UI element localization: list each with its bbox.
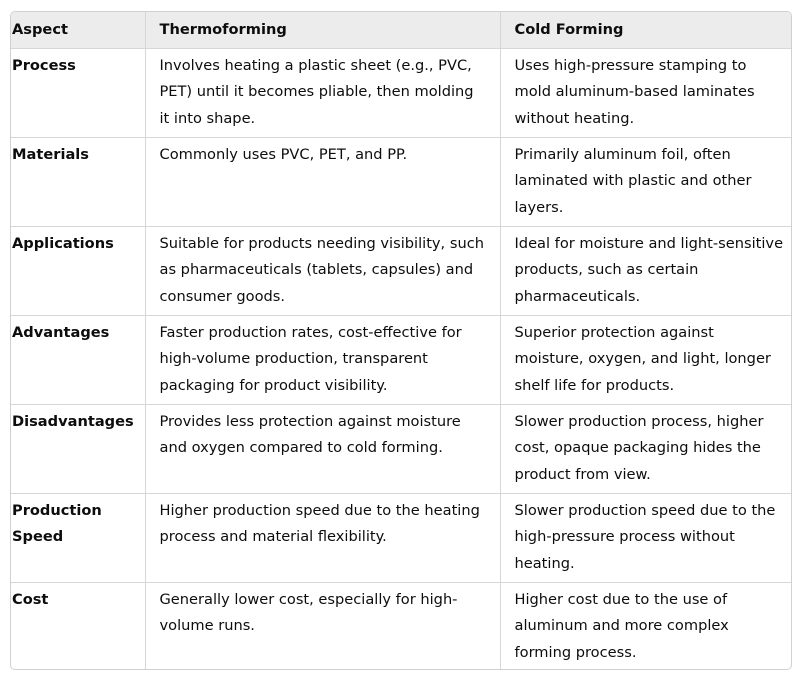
row-thermoforming-cell: Suitable for products needing visibility… [145, 226, 501, 316]
row-cold-forming-cell: Primarily aluminum foil, often laminated… [500, 137, 791, 227]
table-body: Process Involves heating a plastic sheet… [11, 48, 791, 669]
row-cold-forming-cell: Uses high-pressure stamping to mold alum… [500, 48, 791, 138]
row-cold-forming-cell: Slower production process, higher cost, … [500, 404, 791, 494]
row-thermoforming-cell: Generally lower cost, especially for hig… [145, 582, 501, 669]
row-aspect-cell: Materials [11, 137, 146, 227]
row-aspect-cell: Applications [11, 226, 146, 316]
row-aspect-cell: Process [11, 48, 146, 138]
row-aspect-cell: Production Speed [11, 493, 146, 583]
row-cold-forming-cell: Ideal for moisture and light-sensitive p… [500, 226, 791, 316]
row-aspect-cell: Advantages [11, 315, 146, 405]
row-thermoforming-cell: Higher production speed due to the heati… [145, 493, 501, 583]
row-thermoforming-cell: Faster production rates, cost-effective … [145, 315, 501, 405]
row-cold-forming-cell: Slower production speed due to the high-… [500, 493, 791, 583]
row-aspect-cell: Cost [11, 582, 146, 669]
row-thermoforming-cell: Involves heating a plastic sheet (e.g., … [145, 48, 501, 138]
row-cold-forming-cell: Superior protection against moisture, ox… [500, 315, 791, 405]
row-thermoforming-cell: Provides less protection against moistur… [145, 404, 501, 494]
row-aspect-cell: Disadvantages [11, 404, 146, 494]
table-header: Aspect Thermoforming Cold Forming [11, 12, 791, 49]
header-row: Aspect Thermoforming Cold Forming [11, 12, 791, 49]
table-row: Production Speed Higher production speed… [11, 493, 791, 583]
comparison-table: Aspect Thermoforming Cold Forming Proces… [11, 12, 791, 669]
header-cold-forming: Cold Forming [500, 12, 791, 49]
table-row: Advantages Faster production rates, cost… [11, 315, 791, 405]
header-aspect: Aspect [11, 12, 146, 49]
table-row: Applications Suitable for products needi… [11, 226, 791, 316]
table-row: Materials Commonly uses PVC, PET, and PP… [11, 137, 791, 227]
comparison-table-container: Aspect Thermoforming Cold Forming Proces… [10, 11, 792, 670]
table-row: Process Involves heating a plastic sheet… [11, 48, 791, 138]
row-cold-forming-cell: Higher cost due to the use of aluminum a… [514, 590, 729, 661]
row-thermoforming-cell: Commonly uses PVC, PET, and PP. [145, 137, 501, 227]
table-row: Disadvantages Provides less protection a… [11, 404, 791, 494]
header-thermoforming: Thermoforming [145, 12, 501, 49]
table-row: Cost Generally lower cost, especially fo… [11, 582, 791, 669]
